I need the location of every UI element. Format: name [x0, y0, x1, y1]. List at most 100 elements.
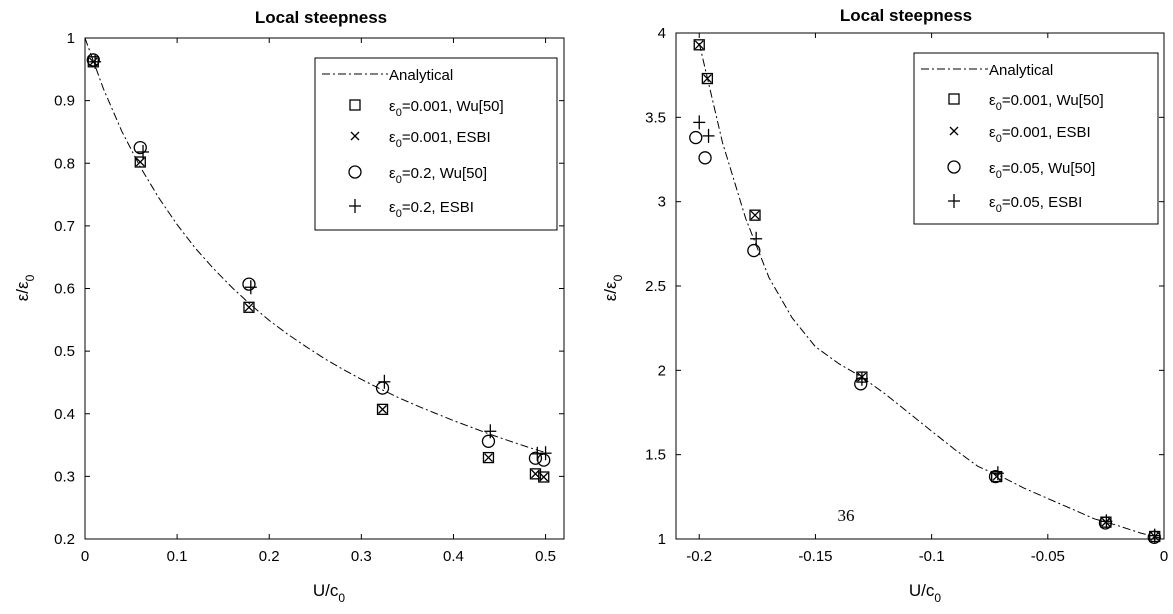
y-tick-label: 1.5 [645, 447, 666, 464]
y-tick-label: 1 [67, 30, 75, 47]
y-tick-label: 2 [658, 362, 666, 379]
y-tick-label: 0.9 [54, 93, 75, 110]
data-point-square [482, 451, 495, 464]
data-point-plus [855, 371, 868, 386]
y-tick-label: 0.3 [54, 468, 75, 485]
plot-area [84, 37, 552, 483]
legend: Analytical ε0=0.001, Wu[50] ε0=0.001, ES… [314, 57, 558, 231]
legend-markers [348, 99, 362, 213]
data-point-x [702, 74, 712, 83]
data-point-circle [698, 151, 712, 165]
data-point-square [693, 39, 705, 51]
data-point-plus [693, 115, 706, 130]
tick-marks: 0 0.1 0.2 0.3 0.4 0.5 0.2 0.3 0.4 0.5 0.6 0.7 0.8 0.9… [54, 30, 564, 565]
legend-label-series-1: ε0=0.001, Wu[50] [989, 92, 1104, 113]
y-tick-label: 0.5 [54, 343, 75, 360]
legend-marker-x [350, 131, 360, 141]
x-tick-label: -0.15 [798, 548, 832, 565]
data-point-circle [133, 140, 147, 155]
legend-marker-circle [947, 160, 961, 174]
y-tick-label: 2.5 [645, 278, 666, 295]
data-point-circle [537, 453, 551, 467]
x-axis-label: U/c0 [313, 581, 346, 605]
data-point-x [750, 210, 760, 220]
data-point-x [484, 453, 493, 463]
data-point-plus [484, 424, 497, 439]
y-tick-label: 3.5 [645, 109, 666, 126]
data-point-plus [750, 231, 763, 246]
y-tick-label: 0.4 [54, 406, 75, 423]
x-tick-label: 0.1 [167, 548, 188, 565]
legend-marker-plus [948, 194, 960, 208]
data-point-x [992, 472, 1002, 482]
data-point-plus [539, 446, 552, 461]
plot-area [689, 39, 1165, 544]
legend-label-series-3: ε0=0.05, Wu[50] [989, 160, 1095, 181]
y-axis-label: ε/ε0 [13, 274, 37, 301]
data-point-circle [747, 243, 761, 258]
data-point-plus [244, 280, 257, 295]
data-point-plus [991, 466, 1004, 481]
data-point-square [701, 72, 714, 85]
legend-label-analytical: Analytical [389, 67, 453, 84]
x-tick-label: -0.1 [919, 548, 945, 565]
chart-title: Local steepness [840, 6, 972, 25]
data-point-plus [1148, 528, 1161, 543]
x-tick-label: -0.2 [686, 548, 712, 565]
legend-label-series-2: ε0=0.001, ESBI [989, 124, 1091, 145]
chart-left: Local steepness 0 0.1 0.2 0.3 0.4 0.5 0.2 0.3 0.… [13, 8, 565, 605]
data-point-square [243, 301, 255, 313]
legend: Analytical ε0=0.001, Wu[50] ε0=0.001, ES… [913, 52, 1159, 225]
data-point-x [244, 302, 254, 312]
legend-box [913, 52, 1159, 225]
data-point-x [530, 469, 540, 479]
y-tick-label: 0.7 [54, 218, 75, 235]
data-point-plus [89, 54, 102, 69]
y-tick-label: 1 [658, 531, 666, 548]
legend-label-series-4: ε0=0.05, ESBI [989, 194, 1082, 215]
y-tick-label: 0.8 [54, 155, 75, 172]
x-tick-label: 0.3 [351, 548, 372, 565]
y-tick-label: 0.2 [54, 531, 75, 548]
data-point-circle [689, 130, 703, 145]
data-point-x [378, 404, 387, 414]
legend-label-series-3: ε0=0.2, Wu[50] [389, 165, 487, 186]
data-point-circle [1098, 516, 1113, 530]
data-point-circle [528, 451, 543, 465]
data-point-plus [378, 374, 391, 389]
data-point-square [376, 403, 389, 416]
data-point-circle [854, 377, 868, 391]
x-tick-label: 0 [81, 548, 89, 565]
legend-marker-plus [349, 199, 361, 213]
legend-marker-circle [348, 165, 362, 179]
data-point-circle [242, 277, 256, 291]
x-axis-label: U/c0 [909, 581, 942, 605]
chart-title: Local steepness [255, 8, 387, 27]
legend-label-series-1: ε0=0.001, Wu[50] [389, 98, 504, 119]
legend-label-analytical: Analytical [989, 62, 1053, 79]
data-point-plus [702, 128, 715, 143]
data-point-x [694, 40, 704, 50]
y-tick-label: 0.6 [54, 281, 75, 298]
data-point-plus [1100, 514, 1113, 529]
legend-marker-square [349, 99, 361, 111]
y-tick-label: 3 [658, 194, 666, 211]
legend-label-series-4: ε0=0.2, ESBI [389, 199, 474, 220]
legend-marker-x [949, 126, 959, 136]
page-number: 36 [838, 506, 855, 525]
data-point-square [134, 156, 146, 168]
data-point-circle [481, 434, 496, 448]
analytical-curve [698, 42, 1165, 540]
legend-marker-square [948, 93, 960, 105]
data-point-circle [86, 53, 100, 67]
data-point-x [135, 157, 145, 167]
y-axis-label: ε/ε0 [601, 274, 625, 301]
y-tick-label: 4 [658, 25, 666, 42]
data-point-square [749, 209, 761, 221]
data-point-x [539, 472, 549, 482]
chart-right: Local steepness -0.2 -0.15 -0.1 -0.05 0 1 1.5 2… [601, 6, 1168, 605]
x-tick-label: 0 [1160, 548, 1168, 565]
data-point-plus [137, 144, 150, 159]
data-point-circle [988, 469, 1003, 484]
